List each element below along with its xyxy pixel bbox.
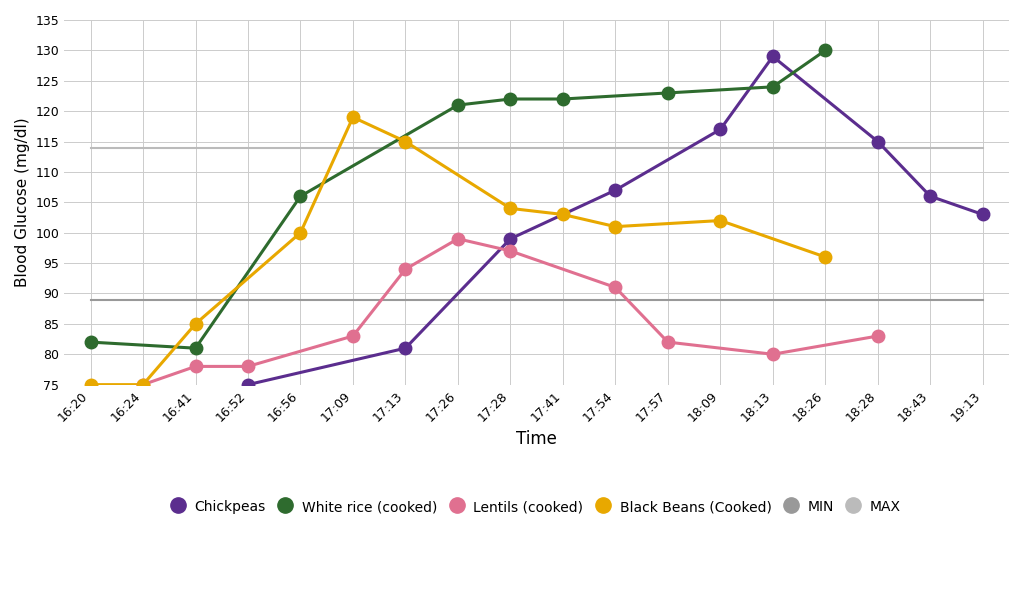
Point	[82, 379, 98, 389]
Point	[397, 137, 414, 147]
Point	[869, 137, 886, 147]
Point	[292, 228, 308, 238]
Point	[187, 343, 204, 353]
Point	[765, 349, 781, 359]
Point	[240, 362, 256, 371]
Point	[292, 192, 308, 201]
Point	[502, 94, 518, 104]
Point	[765, 52, 781, 61]
Point	[450, 100, 466, 110]
X-axis label: Time: Time	[516, 430, 557, 448]
Point	[187, 319, 204, 328]
Point	[922, 192, 938, 201]
Point	[345, 112, 361, 122]
Point	[502, 234, 518, 244]
Point	[135, 379, 152, 389]
Point	[712, 216, 728, 225]
Point	[240, 379, 256, 389]
Point	[659, 88, 676, 98]
Point	[607, 185, 624, 195]
Point	[712, 125, 728, 134]
Point	[397, 264, 414, 274]
Point	[975, 209, 991, 219]
Point	[502, 246, 518, 256]
Legend: Chickpeas, White rice (cooked), Lentils (cooked), Black Beans (Cooked), MIN, MAX: Chickpeas, White rice (cooked), Lentils …	[167, 494, 906, 519]
Point	[555, 94, 571, 104]
Y-axis label: Blood Glucose (mg/dl): Blood Glucose (mg/dl)	[15, 117, 30, 287]
Point	[345, 331, 361, 341]
Point	[607, 282, 624, 292]
Point	[502, 203, 518, 213]
Point	[135, 379, 152, 389]
Point	[82, 337, 98, 347]
Point	[869, 331, 886, 341]
Point	[187, 362, 204, 371]
Point	[607, 222, 624, 231]
Point	[817, 45, 834, 55]
Point	[817, 252, 834, 262]
Point	[555, 209, 571, 219]
Point	[765, 82, 781, 91]
Point	[397, 343, 414, 353]
Point	[659, 337, 676, 347]
Point	[450, 234, 466, 244]
